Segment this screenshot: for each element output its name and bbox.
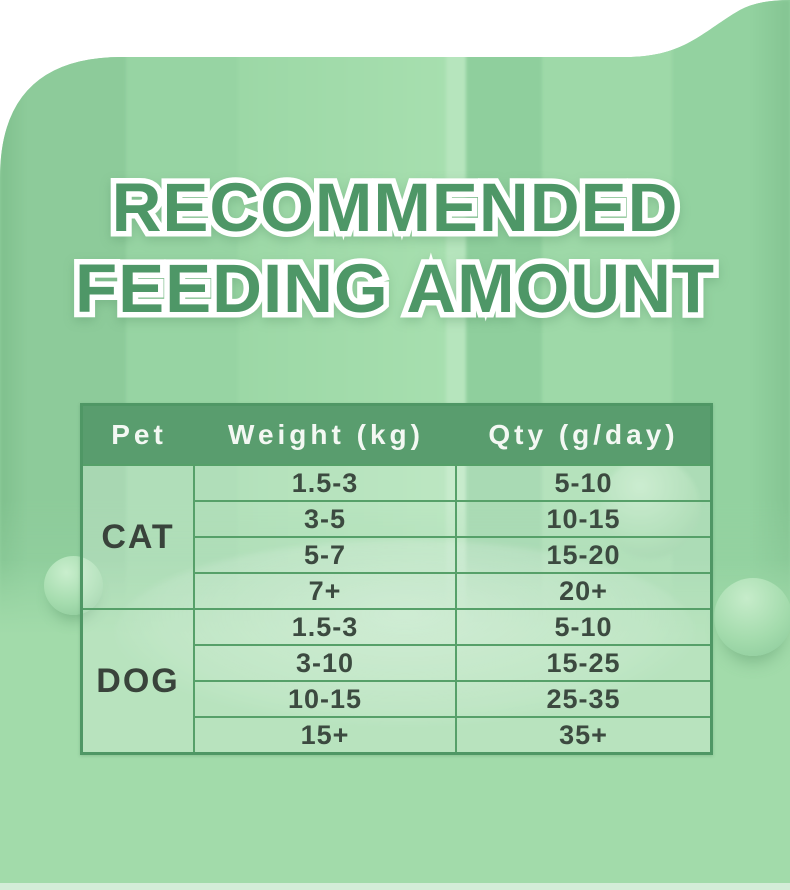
weight-cell: 5-7 — [195, 536, 457, 572]
package-band-highlight — [446, 0, 468, 660]
weight-cell: 3-10 — [195, 644, 457, 680]
kibble-ball-back — [600, 458, 700, 558]
weight-cell: 15+ — [195, 716, 457, 752]
qty-cell: 15-20 — [457, 536, 710, 572]
kibble-ball-right — [714, 578, 790, 656]
title-line-2: FEEDING AMOUNT — [75, 248, 715, 329]
qty-cell: 25-35 — [457, 680, 710, 716]
weight-cell: 1.5-3 — [195, 608, 457, 644]
weight-cell: 3-5 — [195, 500, 457, 536]
header-weight: Weight (kg) — [195, 406, 457, 464]
title-line-1: RECOMMENDED — [112, 167, 679, 248]
package-band — [466, 0, 542, 660]
qty-cell: 10-15 — [457, 500, 710, 536]
kibble-ball-left — [44, 556, 103, 615]
qty-cell: 35+ — [457, 716, 710, 752]
pet-cell-cat: CAT — [83, 464, 195, 608]
qty-cell: 5-10 — [457, 464, 710, 500]
page-title: RECOMMENDED FEEDING AMOUNT — [0, 167, 790, 329]
feeding-amount-table: Pet Weight (kg) Qty (g/day) CAT 1.5-3 5-… — [80, 403, 713, 755]
bottom-light-strip — [0, 883, 790, 890]
qty-cell: 20+ — [457, 572, 710, 608]
package-band — [0, 0, 126, 660]
package-band — [672, 0, 790, 660]
header-qty: Qty (g/day) — [457, 406, 710, 464]
pet-cell-dog: DOG — [83, 608, 195, 752]
floor-surface — [0, 560, 790, 890]
qty-cell: 5-10 — [457, 608, 710, 644]
package-silhouettes — [0, 0, 790, 660]
header-pet: Pet — [83, 406, 195, 464]
qty-cell: 15-25 — [457, 644, 710, 680]
weight-cell: 1.5-3 — [195, 464, 457, 500]
weight-cell: 10-15 — [195, 680, 457, 716]
plate-ellipse — [115, 540, 695, 725]
weight-cell: 7+ — [195, 572, 457, 608]
package-band — [126, 0, 238, 660]
package-band — [238, 0, 448, 660]
